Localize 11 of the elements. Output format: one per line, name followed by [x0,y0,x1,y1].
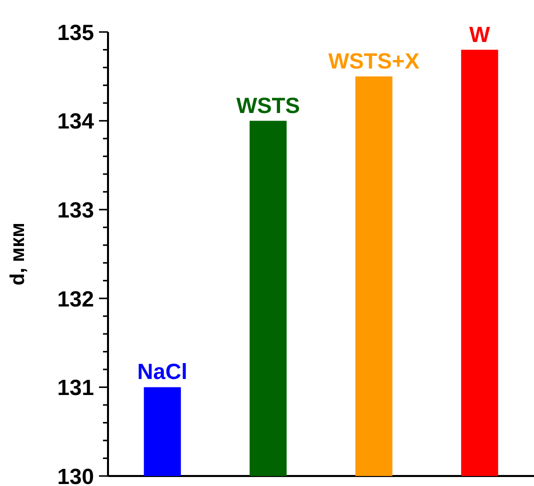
y-axis-title: d, мкм [7,222,29,286]
y-tick-label: 130 [57,464,94,486]
x-tick-label: NaCl [137,359,188,384]
x-tick-label: W [469,22,490,47]
y-tick-label: 133 [57,198,94,223]
y-tick-label: 135 [57,20,94,45]
y-tick-label: 131 [57,375,94,400]
y-tick-label: 132 [57,286,94,312]
x-tick-label: WSTS [236,92,300,118]
y-tick-label: 134 [57,108,95,134]
x-tick-label: WSTS+X [328,48,420,74]
